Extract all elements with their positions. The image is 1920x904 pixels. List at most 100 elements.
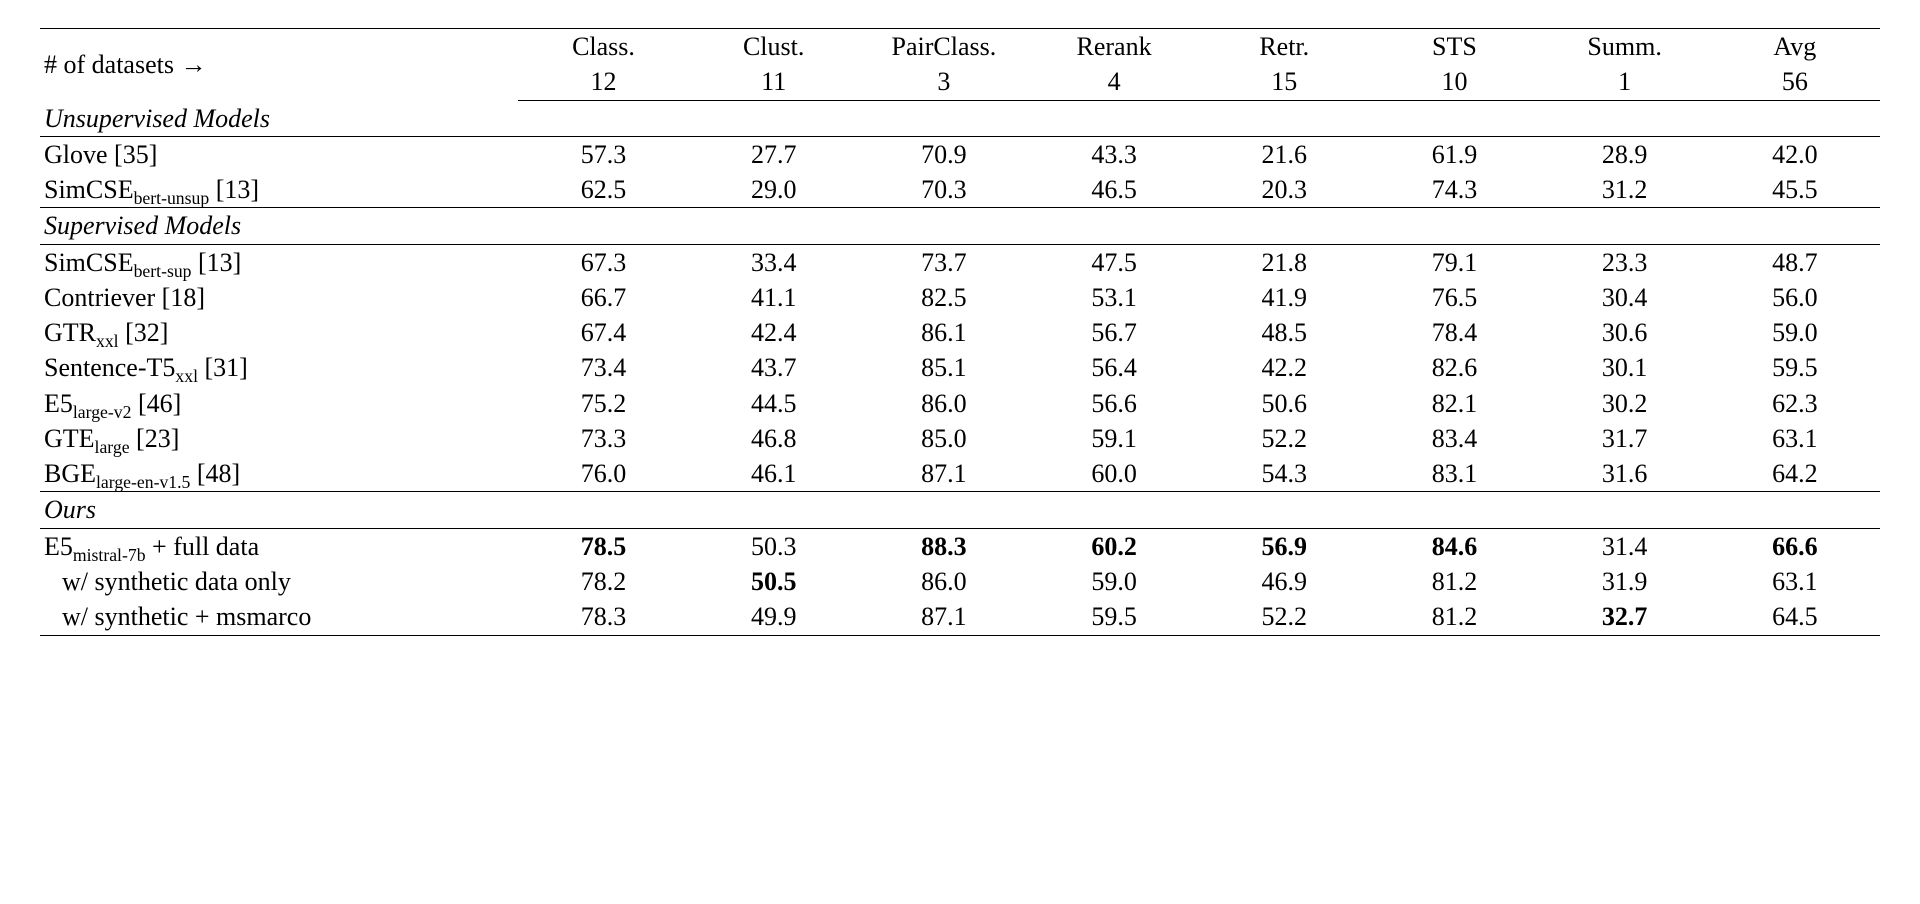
row-label: E5mistral-7b + full data bbox=[40, 528, 518, 564]
results-table: # of datasets → Class. Clust. PairClass.… bbox=[40, 28, 1880, 636]
cell-value: 78.5 bbox=[518, 528, 688, 564]
cell-value: 31.6 bbox=[1540, 456, 1710, 492]
cell-value: 32.7 bbox=[1540, 599, 1710, 635]
cell-value: 29.0 bbox=[689, 172, 859, 208]
cell-value: 66.6 bbox=[1710, 528, 1880, 564]
cell-value: 87.1 bbox=[859, 456, 1029, 492]
cell-value: 50.3 bbox=[689, 528, 859, 564]
cell-value: 46.8 bbox=[689, 421, 859, 456]
cell-value: 49.9 bbox=[689, 599, 859, 635]
col-name-3: Rerank bbox=[1029, 29, 1199, 65]
cell-value: 30.2 bbox=[1540, 386, 1710, 421]
cell-value: 21.8 bbox=[1199, 244, 1369, 280]
row-label: SimCSEbert-sup [13] bbox=[40, 244, 518, 280]
cell-value: 27.7 bbox=[689, 136, 859, 172]
col-name-1: Clust. bbox=[689, 29, 859, 65]
section-title: Supervised Models bbox=[40, 208, 1880, 244]
cell-value: 52.2 bbox=[1199, 421, 1369, 456]
table-header: # of datasets → Class. Clust. PairClass.… bbox=[40, 29, 1880, 101]
row-label: Contriever [18] bbox=[40, 280, 518, 315]
cell-value: 52.2 bbox=[1199, 599, 1369, 635]
cell-value: 70.3 bbox=[859, 172, 1029, 208]
cell-value: 48.7 bbox=[1710, 244, 1880, 280]
cell-value: 63.1 bbox=[1710, 564, 1880, 599]
cell-value: 50.6 bbox=[1199, 386, 1369, 421]
cell-value: 31.9 bbox=[1540, 564, 1710, 599]
cell-value: 81.2 bbox=[1369, 599, 1539, 635]
cell-value: 63.1 bbox=[1710, 421, 1880, 456]
cell-value: 76.0 bbox=[518, 456, 688, 492]
row-label: Sentence-T5xxl [31] bbox=[40, 350, 518, 385]
cell-value: 28.9 bbox=[1540, 136, 1710, 172]
cell-value: 64.5 bbox=[1710, 599, 1880, 635]
cell-value: 67.3 bbox=[518, 244, 688, 280]
cell-value: 45.5 bbox=[1710, 172, 1880, 208]
cell-value: 82.5 bbox=[859, 280, 1029, 315]
cell-value: 88.3 bbox=[859, 528, 1029, 564]
cell-value: 31.4 bbox=[1540, 528, 1710, 564]
cell-value: 46.1 bbox=[689, 456, 859, 492]
cell-value: 79.1 bbox=[1369, 244, 1539, 280]
cell-value: 61.9 bbox=[1369, 136, 1539, 172]
cell-value: 50.5 bbox=[689, 564, 859, 599]
row-label: w/ synthetic + msmarco bbox=[40, 599, 518, 635]
header-row-label: # of datasets → bbox=[40, 29, 518, 101]
cell-value: 70.9 bbox=[859, 136, 1029, 172]
cell-value: 56.7 bbox=[1029, 315, 1199, 350]
cell-value: 46.5 bbox=[1029, 172, 1199, 208]
col-name-4: Retr. bbox=[1199, 29, 1369, 65]
cell-value: 78.3 bbox=[518, 599, 688, 635]
cell-value: 30.1 bbox=[1540, 350, 1710, 385]
cell-value: 62.5 bbox=[518, 172, 688, 208]
cell-value: 73.7 bbox=[859, 244, 1029, 280]
cell-value: 42.0 bbox=[1710, 136, 1880, 172]
cell-value: 56.9 bbox=[1199, 528, 1369, 564]
col-name-0: Class. bbox=[518, 29, 688, 65]
cell-value: 43.3 bbox=[1029, 136, 1199, 172]
col-count-5: 10 bbox=[1369, 64, 1539, 100]
cell-value: 83.1 bbox=[1369, 456, 1539, 492]
cell-value: 78.4 bbox=[1369, 315, 1539, 350]
col-name-5: STS bbox=[1369, 29, 1539, 65]
cell-value: 87.1 bbox=[859, 599, 1029, 635]
cell-value: 76.5 bbox=[1369, 280, 1539, 315]
cell-value: 31.2 bbox=[1540, 172, 1710, 208]
cell-value: 83.4 bbox=[1369, 421, 1539, 456]
row-label: GTElarge [23] bbox=[40, 421, 518, 456]
cell-value: 75.2 bbox=[518, 386, 688, 421]
row-label: E5large-v2 [46] bbox=[40, 386, 518, 421]
cell-value: 84.6 bbox=[1369, 528, 1539, 564]
cell-value: 81.2 bbox=[1369, 564, 1539, 599]
cell-value: 85.1 bbox=[859, 350, 1029, 385]
col-count-7: 56 bbox=[1710, 64, 1880, 100]
cell-value: 59.1 bbox=[1029, 421, 1199, 456]
cell-value: 64.2 bbox=[1710, 456, 1880, 492]
cell-value: 56.0 bbox=[1710, 280, 1880, 315]
cell-value: 42.4 bbox=[689, 315, 859, 350]
cell-value: 86.0 bbox=[859, 564, 1029, 599]
section-title: Unsupervised Models bbox=[40, 100, 1880, 136]
col-count-4: 15 bbox=[1199, 64, 1369, 100]
row-label: BGElarge-en-v1.5 [48] bbox=[40, 456, 518, 492]
cell-value: 62.3 bbox=[1710, 386, 1880, 421]
row-label: Glove [35] bbox=[40, 136, 518, 172]
section-title: Ours bbox=[40, 492, 1880, 528]
cell-value: 85.0 bbox=[859, 421, 1029, 456]
row-label: GTRxxl [32] bbox=[40, 315, 518, 350]
cell-value: 66.7 bbox=[518, 280, 688, 315]
col-name-7: Avg bbox=[1710, 29, 1880, 65]
cell-value: 86.1 bbox=[859, 315, 1029, 350]
cell-value: 23.3 bbox=[1540, 244, 1710, 280]
cell-value: 78.2 bbox=[518, 564, 688, 599]
cell-value: 56.4 bbox=[1029, 350, 1199, 385]
cell-value: 47.5 bbox=[1029, 244, 1199, 280]
cell-value: 60.0 bbox=[1029, 456, 1199, 492]
col-name-6: Summ. bbox=[1540, 29, 1710, 65]
row-label: SimCSEbert-unsup [13] bbox=[40, 172, 518, 208]
cell-value: 59.0 bbox=[1710, 315, 1880, 350]
col-count-1: 11 bbox=[689, 64, 859, 100]
table-body: Unsupervised ModelsGlove [35]57.327.770.… bbox=[40, 100, 1880, 635]
col-name-2: PairClass. bbox=[859, 29, 1029, 65]
cell-value: 59.5 bbox=[1710, 350, 1880, 385]
cell-value: 41.9 bbox=[1199, 280, 1369, 315]
